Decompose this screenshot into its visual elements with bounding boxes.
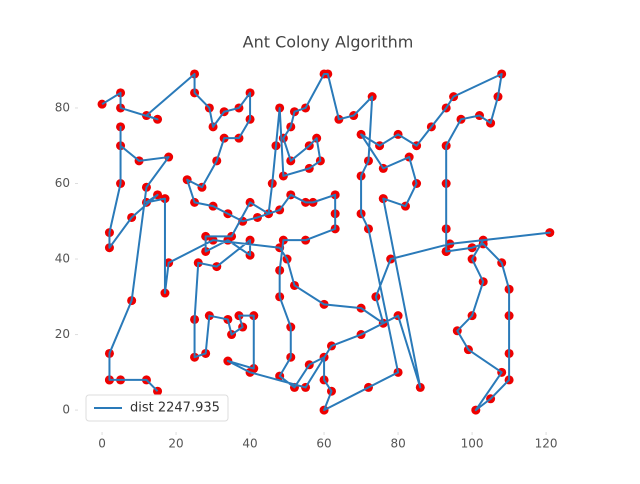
y-tick-label: 0: [62, 403, 70, 417]
x-tick-label: 40: [242, 437, 257, 451]
legend-label: dist 2247.935: [130, 401, 220, 416]
legend-box: [85, 394, 229, 422]
y-tick-label: 80: [55, 100, 70, 114]
tour-line: [101, 72, 551, 412]
x-tick-label: 100: [461, 437, 484, 451]
x-tick-label: 0: [98, 437, 106, 451]
y-tick-label: 60: [55, 176, 70, 190]
x-tick-label: 120: [535, 437, 558, 451]
y-tick-label: 20: [55, 327, 70, 341]
x-tick-label: 20: [168, 437, 183, 451]
x-tick-label: 60: [316, 437, 331, 451]
legend: dist 2247.935: [85, 394, 229, 422]
y-tick-label: 40: [55, 252, 70, 266]
chart-title: Ant Colony Algorithm: [243, 33, 414, 52]
x-tick-label: 80: [390, 437, 405, 451]
